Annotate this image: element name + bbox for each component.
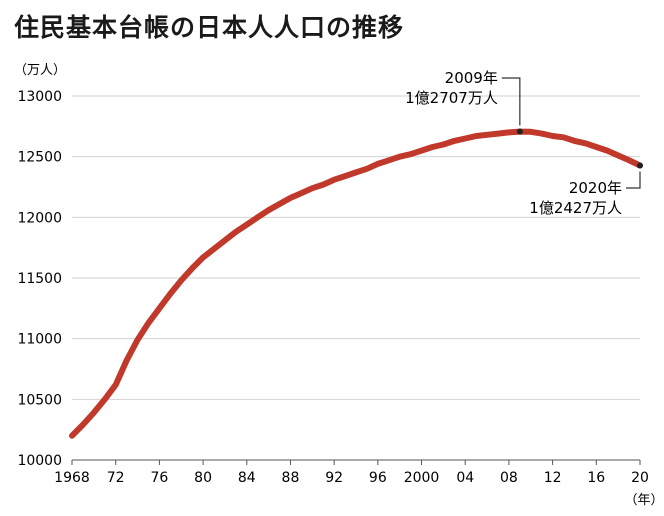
data-point xyxy=(311,187,314,190)
peak-marker xyxy=(516,128,523,135)
data-point xyxy=(223,239,226,242)
data-point xyxy=(300,192,303,195)
y-tick-label: 13000 xyxy=(17,89,62,105)
data-point xyxy=(322,183,325,186)
axes: 10000 10500 11000 11500 12000 12500 13000 1968 7… xyxy=(14,63,664,508)
y-tick-label: 12500 xyxy=(17,150,62,166)
y-tick-label: 11000 xyxy=(17,332,62,348)
latest-year-label: 2020年 xyxy=(569,179,622,197)
peak-year-label: 2009年 xyxy=(445,69,498,87)
data-point xyxy=(497,132,500,135)
x-tick-label: 04 xyxy=(456,470,474,486)
data-point xyxy=(540,132,543,135)
x-tick-label: 80 xyxy=(194,470,212,486)
data-point xyxy=(103,398,106,401)
peak-value-label: 1億2707万人 xyxy=(405,89,498,107)
data-point xyxy=(617,154,620,157)
data-point xyxy=(169,292,172,295)
data-point xyxy=(245,223,248,226)
data-point xyxy=(420,149,423,152)
data-point xyxy=(202,256,205,259)
data-point xyxy=(289,196,292,199)
x-unit-label: （年） xyxy=(624,493,663,508)
data-point xyxy=(562,136,565,139)
data-point xyxy=(344,175,347,178)
data-point xyxy=(333,178,336,181)
x-tick-label: 08 xyxy=(500,470,518,486)
peak-leader-line xyxy=(501,77,521,126)
data-point xyxy=(136,338,139,341)
x-tick-label: 96 xyxy=(369,470,387,486)
data-point xyxy=(355,171,358,174)
y-unit-label: （万人） xyxy=(14,63,66,78)
data-point xyxy=(606,149,609,152)
x-tick-label: 76 xyxy=(150,470,168,486)
data-point xyxy=(213,247,216,250)
latest-leader-line xyxy=(626,171,641,189)
x-tick-label: 20 xyxy=(631,470,649,486)
data-point xyxy=(191,267,194,270)
data-point xyxy=(551,135,554,138)
latest-marker xyxy=(637,162,643,169)
x-tick-label: 92 xyxy=(325,470,343,486)
data-point xyxy=(125,359,128,362)
data-point xyxy=(114,383,117,386)
data-point xyxy=(584,142,587,145)
x-tick-label: 2000 xyxy=(404,470,440,486)
chart-title: 住民基本台帳の日本人人口の推移 xyxy=(14,13,405,42)
x-tick-label: 84 xyxy=(238,470,256,486)
data-point xyxy=(267,209,270,212)
data-point xyxy=(529,130,532,133)
x-tick-label: 12 xyxy=(544,470,562,486)
data-point xyxy=(431,145,434,148)
data-point xyxy=(442,143,445,146)
data-point xyxy=(475,135,478,138)
data-point xyxy=(81,423,84,426)
data-point xyxy=(453,139,456,142)
data-point xyxy=(92,411,95,414)
y-tick-label: 10500 xyxy=(17,392,62,408)
data-point xyxy=(398,155,401,158)
population-series-line xyxy=(69,128,643,439)
data-point xyxy=(158,307,161,310)
y-tick-label: 10000 xyxy=(17,453,62,469)
data-point xyxy=(376,162,379,165)
data-point xyxy=(365,167,368,170)
y-tick-label: 11500 xyxy=(17,271,62,287)
data-point xyxy=(278,202,281,205)
data-point xyxy=(409,153,412,156)
x-tick-label: 88 xyxy=(282,470,300,486)
data-point xyxy=(387,159,390,162)
x-tick-label: 1968 xyxy=(54,470,90,486)
data-point xyxy=(573,139,576,142)
latest-value-label: 1億2427万人 xyxy=(529,199,622,217)
gridlines xyxy=(72,95,640,461)
data-point xyxy=(180,279,183,282)
data-point xyxy=(234,230,237,233)
series xyxy=(69,128,643,439)
data-point xyxy=(464,137,467,140)
data-point xyxy=(486,133,489,136)
data-point xyxy=(71,434,74,437)
annotations: 2009年 1億2707万人 2020年 1億2427万人 xyxy=(405,69,643,217)
data-point xyxy=(628,159,631,162)
data-point xyxy=(256,216,259,219)
x-tick-label: 16 xyxy=(587,470,605,486)
data-point xyxy=(147,321,150,324)
data-point xyxy=(507,131,510,134)
y-tick-label: 12000 xyxy=(17,210,62,226)
x-tick-label: 72 xyxy=(107,470,125,486)
data-point xyxy=(595,145,598,148)
